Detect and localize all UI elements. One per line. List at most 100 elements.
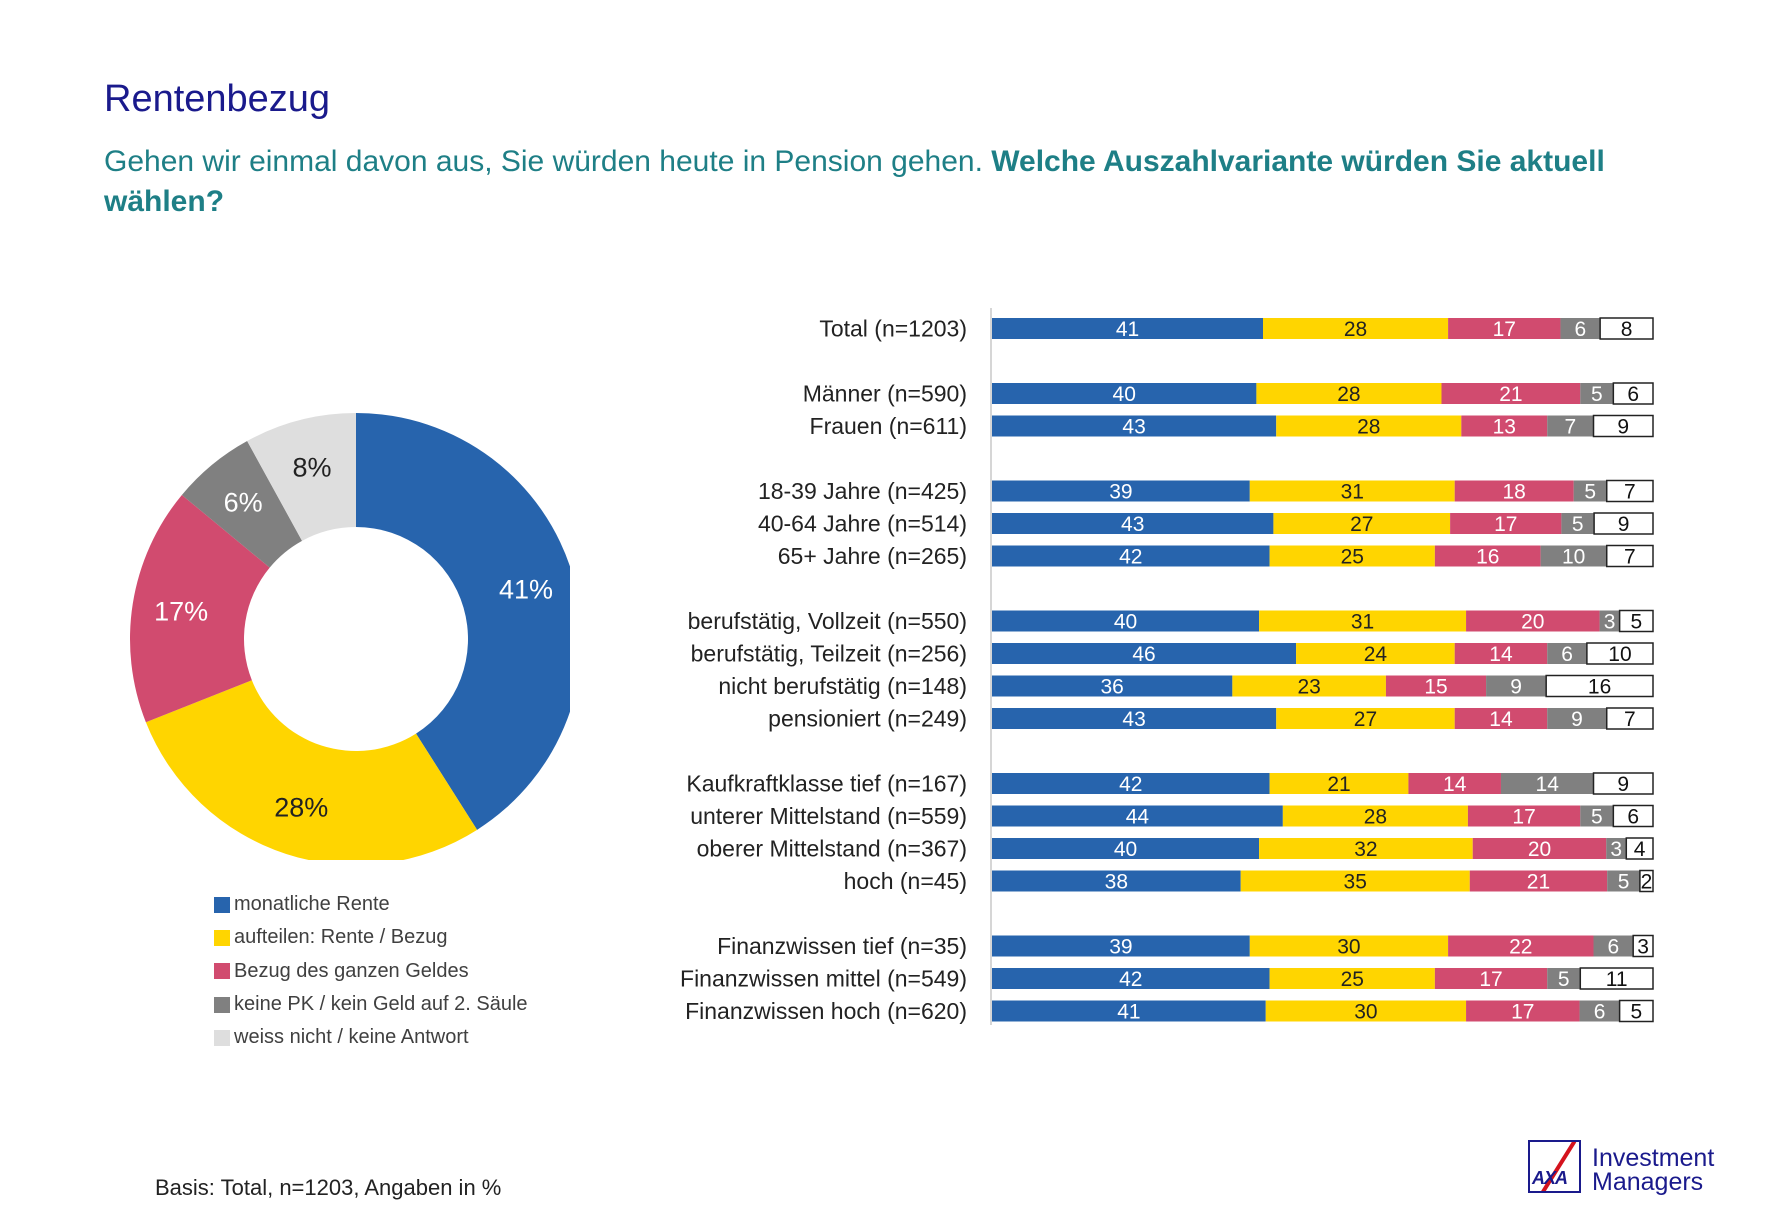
bar-row-label: 65+ Jahre (n=265) <box>778 543 967 569</box>
legend-swatch <box>214 963 230 980</box>
bar-segment-weiss-nicht <box>1625 837 1654 860</box>
bar-value-label: 41 <box>1117 1001 1140 1024</box>
bar-value-label: 14 <box>1443 773 1467 796</box>
bar-value-label: 6 <box>1561 643 1573 666</box>
bar-segment-monatliche-rente <box>992 870 1241 892</box>
bar-row-label: berufstätig, Teilzeit (n=256) <box>691 641 967 667</box>
bar-value-label: 28 <box>1364 806 1387 829</box>
logo-line-2: Managers <box>1592 1168 1704 1196</box>
bar-row-label: nicht berufstätig (n=148) <box>718 673 967 699</box>
legend-label: aufteilen: Rente / Bezug <box>234 926 448 949</box>
donut-slice-aufteilen <box>145 680 478 860</box>
bar-value-label: 35 <box>1344 871 1367 894</box>
bar-segment-aufteilen <box>1259 838 1473 859</box>
bar-segment-keine-pk <box>1547 643 1587 664</box>
bar-segment-bezug-ganzes-geld <box>1454 480 1574 502</box>
axa-logo: AXA Investment Managers <box>1528 1140 1728 1196</box>
bar-value-label: 5 <box>1591 806 1603 829</box>
bar-segment-monatliche-rente <box>992 610 1260 632</box>
bar-segment-monatliche-rente <box>992 643 1297 664</box>
bar-value-label: 36 <box>1101 676 1124 699</box>
bar-value-label: 21 <box>1327 773 1350 796</box>
bar-value-label: 2 <box>1641 871 1653 894</box>
bar-value-label: 43 <box>1122 708 1145 731</box>
bar-row-label: Total (n=1203) <box>819 316 967 342</box>
bar-value-label: 20 <box>1521 611 1544 634</box>
bar-value-label: 31 <box>1341 481 1364 504</box>
bar-segment-monatliche-rente <box>992 480 1250 502</box>
bar-value-label: 17 <box>1493 318 1516 341</box>
bar-segment-aufteilen <box>1276 415 1462 437</box>
bar-value-label: 42 <box>1119 546 1142 569</box>
legend-swatch <box>214 1029 230 1046</box>
bar-value-label: 23 <box>1297 676 1320 699</box>
bar-value-label: 38 <box>1105 871 1128 894</box>
bar-segment-bezug-ganzes-geld <box>1448 318 1561 339</box>
survey-question: Gehen wir einmal davon aus, Sie würden h… <box>104 142 1704 222</box>
bar-value-label: 5 <box>1630 611 1642 634</box>
bar-value-label: 9 <box>1571 708 1583 731</box>
bar-value-label: 9 <box>1618 513 1630 536</box>
bar-value-label: 8 <box>1621 318 1633 341</box>
bar-segment-weiss-nicht <box>1618 609 1654 633</box>
bar-row-label: Frauen (n=611) <box>810 413 967 439</box>
legend-label: Bezug des ganzen Geldes <box>234 959 469 982</box>
legend-item-monatliche-rente: monatliche Rente <box>214 888 528 921</box>
bar-segment-monatliche-rente <box>992 805 1283 827</box>
question-emphasis: Welche Auszahlvariante würden Sie aktuel… <box>104 145 1605 218</box>
bar-segment-weiss-nicht <box>1632 934 1654 958</box>
bar-value-label: 9 <box>1617 416 1629 439</box>
bar-segment-weiss-nicht <box>1545 674 1654 698</box>
bar-segment-keine-pk <box>1547 415 1594 437</box>
bar-segment-bezug-ganzes-geld <box>1408 773 1501 794</box>
bar-segment-weiss-nicht <box>1605 707 1654 730</box>
bar-segment-keine-pk <box>1540 545 1607 567</box>
bar-value-label: 42 <box>1119 773 1142 796</box>
bar-segment-aufteilen <box>1269 968 1435 989</box>
bar-segment-keine-pk <box>1486 675 1547 697</box>
bar-segment-weiss-nicht <box>1599 317 1654 340</box>
donut-label-aufteilen: 28% <box>274 792 328 822</box>
bar-segment-bezug-ganzes-geld <box>1454 708 1548 729</box>
bar-value-label: 27 <box>1350 513 1373 536</box>
bar-segment-aufteilen <box>1273 513 1451 534</box>
bar-segment-bezug-ganzes-geld <box>1385 675 1487 697</box>
bar-segment-weiss-nicht <box>1618 999 1654 1023</box>
legend-label: weiss nicht / keine Antwort <box>234 1026 469 1049</box>
bar-segment-aufteilen <box>1249 480 1455 502</box>
bar-value-label: 28 <box>1344 318 1367 341</box>
bar-segment-aufteilen <box>1232 675 1386 697</box>
bar-row-label: Finanzwissen mittel (n=549) <box>680 966 967 992</box>
bar-value-label: 46 <box>1132 643 1155 666</box>
bar-value-label: 31 <box>1351 611 1374 634</box>
bar-segment-monatliche-rente <box>992 318 1264 339</box>
bar-segment-weiss-nicht <box>1605 479 1654 503</box>
bar-segment-monatliche-rente <box>992 935 1250 957</box>
bar-value-label: 5 <box>1584 481 1596 504</box>
bar-value-label: 7 <box>1624 481 1636 504</box>
bar-segment-bezug-ganzes-geld <box>1466 610 1600 632</box>
bar-segment-weiss-nicht <box>1612 804 1654 828</box>
bar-value-label: 5 <box>1591 383 1603 406</box>
bar-value-label: 21 <box>1499 383 1522 406</box>
bar-segment-monatliche-rente <box>992 675 1233 697</box>
chart-legend: monatliche Rente aufteilen: Rente / Bezug… <box>214 888 528 1054</box>
bar-value-label: 6 <box>1594 1001 1606 1024</box>
donut-slice-weiss-nicht <box>247 413 356 541</box>
donut-slice-monatliche-rente <box>356 413 570 830</box>
bar-segment-bezug-ganzes-geld <box>1467 805 1581 827</box>
bar-value-label: 7 <box>1565 416 1577 439</box>
bar-row-label: oberer Mittelstand (n=367) <box>697 836 967 862</box>
bar-value-label: 44 <box>1126 806 1150 829</box>
bar-value-label: 11 <box>1606 968 1628 991</box>
bar-value-label: 17 <box>1511 1001 1534 1024</box>
bar-value-label: 5 <box>1572 513 1584 536</box>
bar-segment-monatliche-rente <box>992 968 1270 989</box>
footnote: Basis: Total, n=1203, Angaben in % <box>155 1175 502 1200</box>
bar-segment-aufteilen <box>1265 1000 1467 1022</box>
bar-segment-monatliche-rente <box>992 383 1257 404</box>
bar-segment-keine-pk <box>1500 773 1594 794</box>
bar-segment-weiss-nicht <box>1639 869 1654 893</box>
axa-logo-mark: AXA <box>1528 1140 1581 1193</box>
bar-value-label: 39 <box>1109 481 1132 504</box>
